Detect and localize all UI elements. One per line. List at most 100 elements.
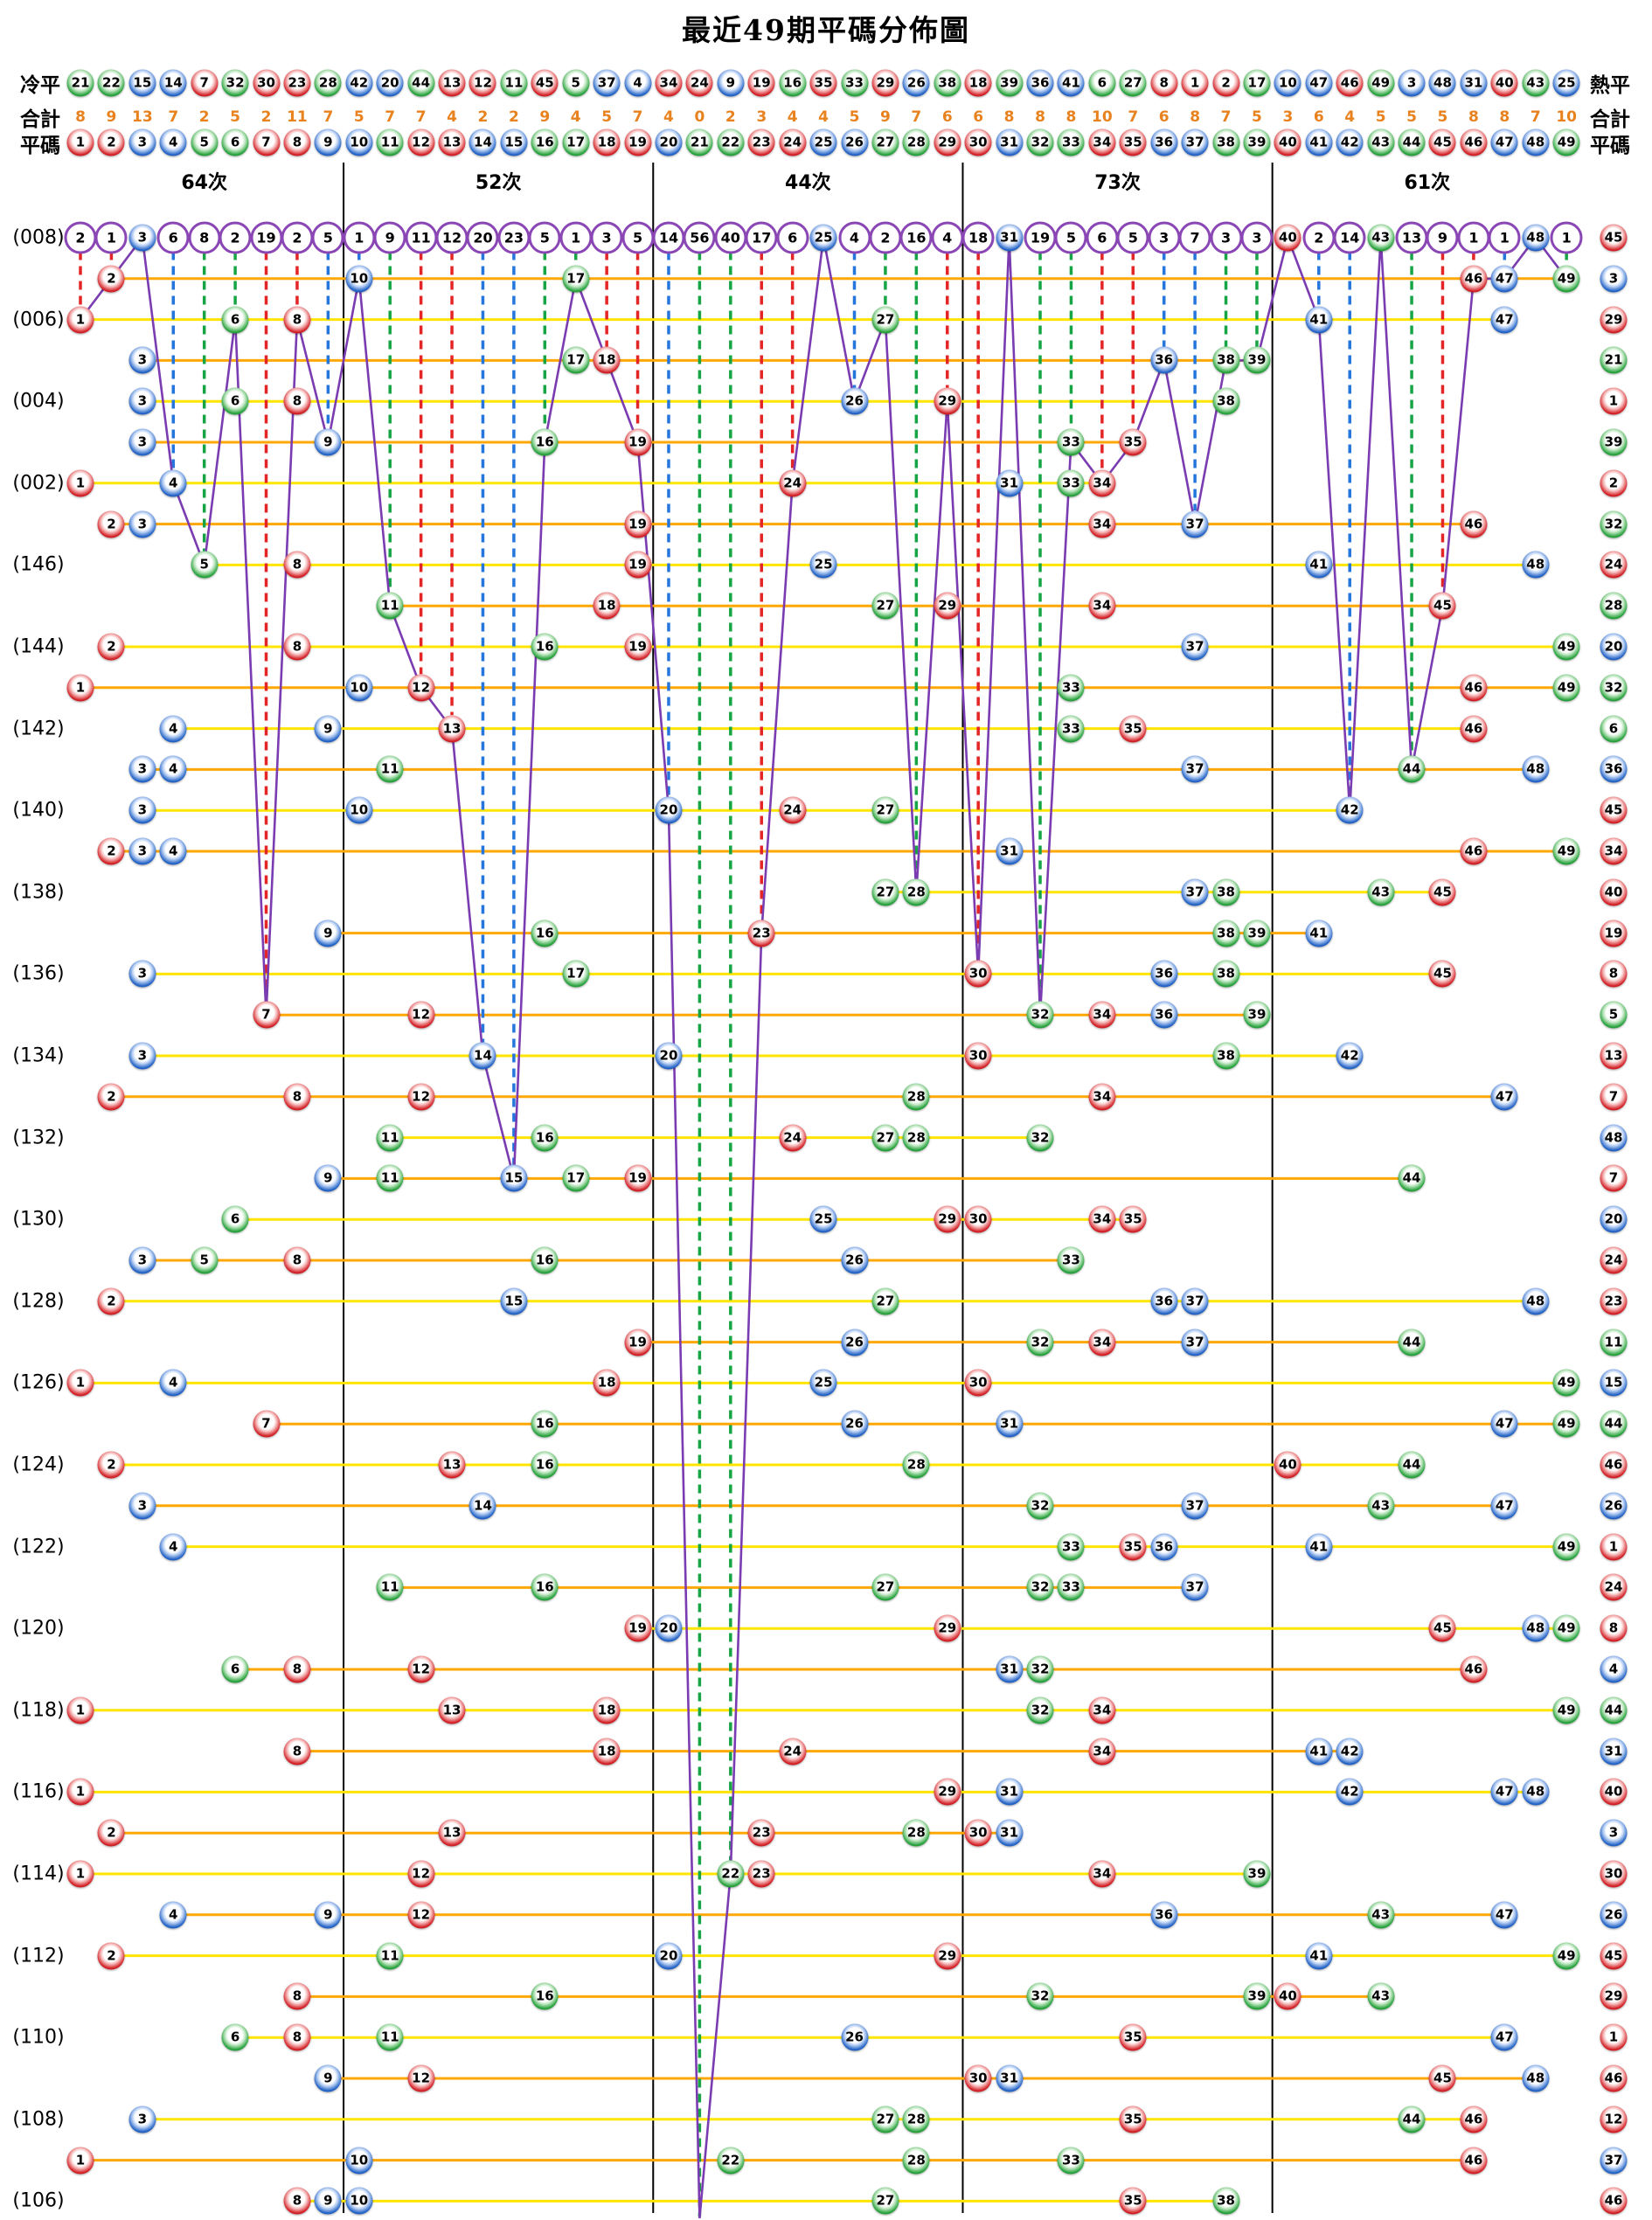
row-label: (108) bbox=[12, 2108, 65, 2131]
grid-ball: 28 bbox=[902, 2147, 930, 2175]
grid-ball: 8 bbox=[283, 1655, 311, 1683]
gap-count-circle: 11 bbox=[405, 221, 438, 254]
cold-ball: 6 bbox=[1088, 69, 1116, 97]
grid-ball: 24 bbox=[779, 796, 807, 824]
grid-ball: 3 bbox=[128, 1492, 156, 1520]
grid-ball: 14 bbox=[469, 1492, 496, 1520]
special-ball: 3 bbox=[1600, 1819, 1628, 1847]
grid-ball: 30 bbox=[964, 960, 992, 988]
grid-ball: 19 bbox=[624, 1164, 652, 1192]
grid-ball: 8 bbox=[283, 1982, 311, 2010]
gap-count-circle: 18 bbox=[961, 221, 995, 254]
grid-ball: 12 bbox=[407, 2064, 435, 2092]
gap-count-circle: 5 bbox=[311, 221, 344, 254]
grid-ball: 19 bbox=[624, 510, 652, 538]
grid-ball: 6 bbox=[221, 387, 249, 415]
grid-ball: 11 bbox=[376, 1124, 404, 1152]
grid-ball: 49 bbox=[1552, 1942, 1580, 1970]
grid-ball: 27 bbox=[871, 306, 899, 334]
gap-count-circle: 6 bbox=[1086, 221, 1119, 254]
total-value: 7 bbox=[1128, 108, 1139, 126]
gap-count-circle: 3 bbox=[590, 221, 623, 254]
grid-ball: 6 bbox=[221, 1655, 249, 1683]
grid-ball: 12 bbox=[407, 1901, 435, 1929]
cold-ball: 9 bbox=[717, 69, 745, 97]
special-ball: 13 bbox=[1600, 1042, 1628, 1070]
cold-ball: 5 bbox=[562, 69, 590, 97]
row-label: (004) bbox=[12, 390, 65, 413]
cold-ball: 49 bbox=[1367, 69, 1395, 97]
cold-ball: 27 bbox=[1119, 69, 1147, 97]
grid-ball: 27 bbox=[871, 592, 899, 620]
gap-count-circle: 4 bbox=[838, 221, 871, 254]
cold-ball: 15 bbox=[128, 69, 156, 97]
flat-ball: 28 bbox=[902, 128, 930, 156]
grid-ball: 16 bbox=[531, 1982, 559, 2010]
grid-ball: 6 bbox=[221, 306, 249, 334]
cold-ball: 7 bbox=[191, 69, 219, 97]
row-label: (118) bbox=[12, 1699, 65, 1722]
gap-count-circle: 3 bbox=[1210, 221, 1243, 254]
grid-ball: 30 bbox=[964, 1042, 992, 1070]
gap-count-circle: 5 bbox=[1116, 221, 1149, 254]
grid-ball: 4 bbox=[159, 469, 187, 497]
total-value: 7 bbox=[911, 108, 922, 126]
total-value: 5 bbox=[1437, 108, 1448, 126]
grid-ball: 16 bbox=[531, 633, 559, 661]
row-label: (114) bbox=[12, 1863, 65, 1885]
flat-ball: 13 bbox=[438, 128, 466, 156]
cold-ball: 20 bbox=[376, 69, 404, 97]
grid-ball: 42 bbox=[1336, 796, 1364, 824]
grid-ball: 16 bbox=[531, 1451, 559, 1479]
grid-ball: 41 bbox=[1305, 1533, 1333, 1561]
grid-ball: 13 bbox=[438, 715, 466, 743]
gap-count-circle: 14 bbox=[652, 221, 685, 254]
flat-ball: 37 bbox=[1181, 128, 1209, 156]
grid-ball: 26 bbox=[841, 1329, 868, 1356]
grid-ball: 27 bbox=[871, 796, 899, 824]
grid-ball: 34 bbox=[1088, 1860, 1116, 1888]
grid-ball: 9 bbox=[314, 919, 342, 947]
gap-count-circle: 40 bbox=[714, 221, 747, 254]
grid-ball: 39 bbox=[1243, 1001, 1271, 1029]
gap-count-circle: 1 bbox=[94, 221, 128, 254]
grid-ball: 12 bbox=[407, 1001, 435, 1029]
grid-ball: 3 bbox=[128, 2106, 156, 2133]
grid-ball: 9 bbox=[314, 2187, 342, 2215]
grid-ball: 48 bbox=[1522, 1614, 1550, 1642]
grid-ball: 20 bbox=[655, 796, 683, 824]
grid-ball: 41 bbox=[1305, 1738, 1333, 1766]
row-label: (124) bbox=[12, 1453, 65, 1476]
grid-ball: 31 bbox=[996, 2064, 1024, 2092]
grid-ball: 40 bbox=[1274, 1451, 1301, 1479]
gap-count-circle: 9 bbox=[373, 221, 406, 254]
total-value: 11 bbox=[287, 108, 308, 126]
grid-ball: 11 bbox=[376, 1573, 404, 1601]
cold-ball: 4 bbox=[624, 69, 652, 97]
special-ball: 1 bbox=[1600, 2023, 1628, 2051]
special-ball: 45 bbox=[1600, 796, 1628, 824]
grid-ball: 41 bbox=[1305, 306, 1333, 334]
total-value: 2 bbox=[198, 108, 210, 126]
grid-ball: 34 bbox=[1088, 1083, 1116, 1111]
total-value: 7 bbox=[168, 108, 179, 126]
grid-ball: 4 bbox=[159, 1533, 187, 1561]
special-ball: 5 bbox=[1600, 1001, 1628, 1029]
gap-count-circle: 19 bbox=[1024, 221, 1057, 254]
grid-ball: 39 bbox=[1243, 919, 1271, 947]
grid-ball: 12 bbox=[407, 1083, 435, 1111]
flat-ball: 16 bbox=[531, 128, 559, 156]
grid-ball: 47 bbox=[1490, 1492, 1518, 1520]
cold-ball: 25 bbox=[1552, 69, 1580, 97]
special-ball: 26 bbox=[1600, 1492, 1628, 1520]
grid-ball: 47 bbox=[1490, 1778, 1518, 1806]
grid-ball: 8 bbox=[283, 1246, 311, 1274]
grid-ball: 49 bbox=[1552, 1533, 1580, 1561]
cold-ball: 18 bbox=[964, 69, 992, 97]
grid-ball: 30 bbox=[964, 1819, 992, 1847]
special-ball: 19 bbox=[1600, 919, 1628, 947]
total-value: 6 bbox=[1158, 108, 1170, 126]
row-label: (132) bbox=[12, 1127, 65, 1149]
row-label: (122) bbox=[12, 1536, 65, 1558]
gap-count-circle: 1 bbox=[343, 221, 376, 254]
